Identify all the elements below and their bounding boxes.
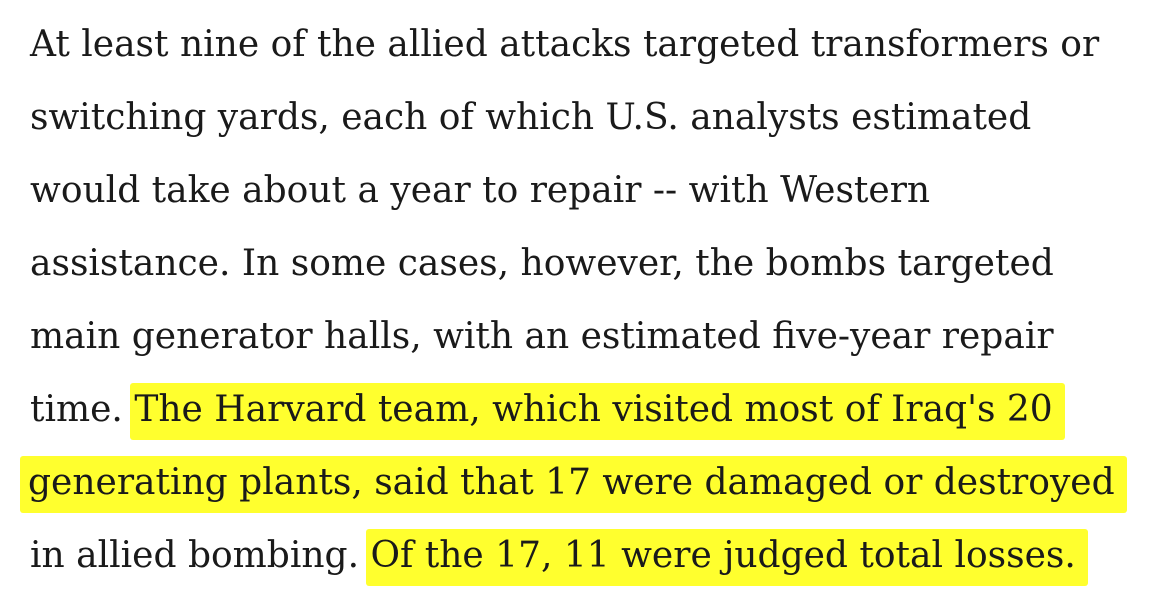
text-line-4: assistance. In some cases, however, the …: [30, 243, 1054, 284]
highlighted-text: The Harvard team, which visited most of …: [130, 383, 1065, 440]
text-line-3: would take about a year to repair -- wit…: [30, 170, 931, 211]
text-line-2: switching yards, each of which U.S. anal…: [30, 97, 1032, 138]
text-line-5: main generator halls, with an estimated …: [30, 316, 1054, 357]
highlighted-text: generating plants, said that 17 were dam…: [20, 456, 1127, 513]
article-paragraph: At least nine of the allied attacks targ…: [20, 8, 1155, 592]
text-line-6: time. The Harvard team, which visited mo…: [30, 373, 1155, 446]
text-line-7: generating plants, said that 17 were dam…: [20, 446, 1155, 519]
text-line-1: At least nine of the allied attacks targ…: [30, 24, 1100, 65]
plain-text: time.: [30, 389, 123, 430]
plain-text: in allied bombing.: [30, 535, 360, 576]
highlighted-text: Of the 17, 11 were judged total losses.: [366, 529, 1088, 586]
text-line-8: in allied bombing. Of the 17, 11 were ju…: [30, 519, 1155, 592]
